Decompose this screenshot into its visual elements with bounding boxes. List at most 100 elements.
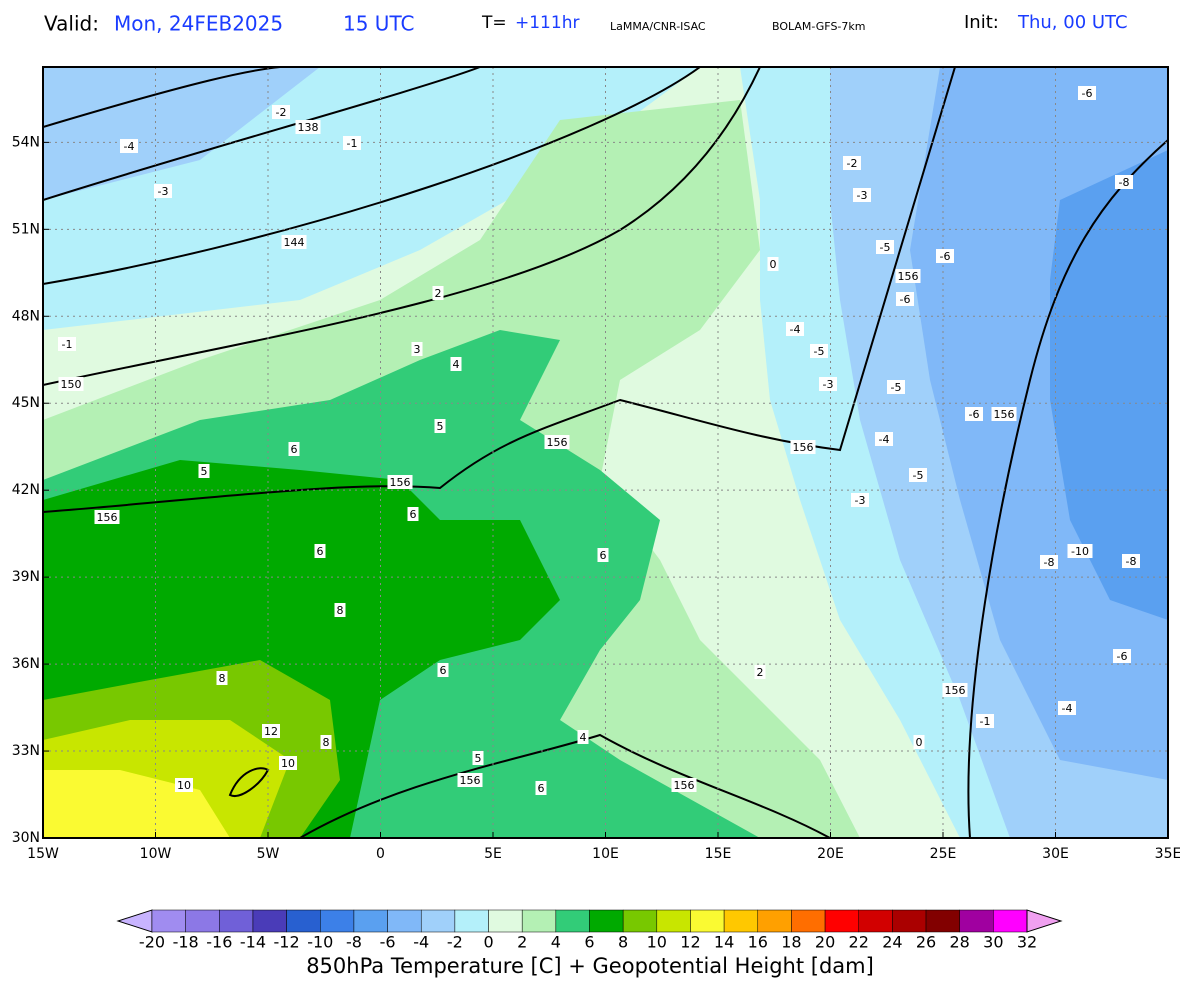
colorbar-tick-label: -4 <box>413 933 429 952</box>
height-label: 150 <box>61 378 82 391</box>
label-box <box>754 665 766 679</box>
colorbar-box <box>824 909 859 933</box>
field <box>1050 150 1168 620</box>
temperature-label: 10 <box>177 779 191 792</box>
temperature-label: 2 <box>757 666 764 679</box>
colorbar-box <box>185 909 220 933</box>
temperature-label: -1 <box>62 338 73 351</box>
colorbar-box <box>488 909 523 933</box>
label-box <box>281 235 307 249</box>
label-box <box>216 671 228 685</box>
y-tick-label: 51N <box>12 221 40 237</box>
label-box <box>909 468 927 482</box>
x-tick-label: 10W <box>140 846 172 862</box>
colorbar-tick-label: 0 <box>483 933 493 952</box>
colorbar-tick-label: -2 <box>447 933 463 952</box>
temperature-label: -8 <box>1119 176 1130 189</box>
valid-date: Mon, 24FEB2025 <box>114 12 283 36</box>
label-box <box>819 377 837 391</box>
label-box <box>58 377 84 391</box>
label-box <box>942 683 968 697</box>
label-box <box>1067 544 1093 558</box>
colorbar-box <box>151 909 186 933</box>
label-box <box>457 773 483 787</box>
label-box <box>411 342 423 356</box>
colorbar-box <box>622 909 658 933</box>
colorbar-tick-label: 32 <box>1017 933 1037 952</box>
contour-labels: 138 144 150 156 156 156 156 156 156 156 156 156 -4 -3… <box>58 86 1140 795</box>
header: Valid: Mon, 24FEB2025 15 UTC T= +111hr L… <box>44 12 1128 36</box>
label-box <box>272 105 290 119</box>
temperature-label: 4 <box>580 731 587 744</box>
height-label: 156 <box>547 436 568 449</box>
height-label: 156 <box>390 476 411 489</box>
x-tick-label: 5E <box>484 846 502 862</box>
height-contour <box>967 139 1168 838</box>
label-box <box>887 380 905 394</box>
x-tick-label: 35E <box>1155 846 1180 862</box>
x-tick-label: 20E <box>817 846 844 862</box>
temperature-label: -1 <box>347 137 358 150</box>
temperature-label: 5 <box>437 420 444 433</box>
t-label: T= <box>481 13 507 33</box>
label-box <box>786 322 804 336</box>
label-box <box>472 751 484 765</box>
colorbar-tick-label: -14 <box>240 933 266 952</box>
colorbar-tick-label: 18 <box>781 933 801 952</box>
colorbar-box <box>959 909 994 933</box>
x-tick-label: 0 <box>376 846 385 862</box>
colorbar-box <box>892 909 927 933</box>
temperature-label: -3 <box>823 378 834 391</box>
label-box <box>434 419 446 433</box>
label-box <box>295 120 321 134</box>
label-box <box>288 442 300 456</box>
height-label: 138 <box>298 121 319 134</box>
temperature-label: -6 <box>1082 87 1093 100</box>
label-box <box>320 735 332 749</box>
label-box <box>314 544 326 558</box>
label-box <box>790 440 816 454</box>
temperature-label: 3 <box>414 343 421 356</box>
colorbar-box <box>589 909 624 933</box>
height-label: 144 <box>284 236 305 249</box>
label-box <box>1113 649 1131 663</box>
label-box <box>597 548 609 562</box>
height-label: 156 <box>994 408 1015 421</box>
label-box <box>343 136 361 150</box>
field <box>43 67 320 200</box>
colorbar: -20 -18 -16 -14 -12 -10 -8 -6 -4 -2 0 2 4 6 8 10 12 14 16 1… <box>116 909 1063 952</box>
label-box <box>1058 701 1076 715</box>
temperature-label: -6 <box>900 293 911 306</box>
label-box <box>913 735 925 749</box>
height-contour <box>43 67 761 386</box>
colorbar-tick-label: 26 <box>916 933 936 952</box>
height-contour <box>43 67 956 513</box>
label-box <box>1115 175 1133 189</box>
temperature-label: -5 <box>913 469 924 482</box>
label-box <box>120 139 138 153</box>
temperature-label: -5 <box>891 381 902 394</box>
x-tick-label: 30E <box>1042 846 1069 862</box>
colorbar-tick-label: 24 <box>882 933 902 952</box>
height-label: 156 <box>460 774 481 787</box>
temperature-label: 6 <box>440 664 447 677</box>
label-box <box>876 240 894 254</box>
label-box <box>262 724 280 738</box>
temperature-label: 5 <box>475 752 482 765</box>
colorbar-box <box>252 909 287 933</box>
colorbar-tick-label: -16 <box>206 933 232 952</box>
temperature-label: -8 <box>1126 555 1137 568</box>
temperature-label: -4 <box>1062 702 1073 715</box>
colorbar-box <box>993 909 1028 933</box>
valid-time: 15 UTC <box>343 12 414 36</box>
temperature-label: -4 <box>790 323 801 336</box>
label-box <box>154 184 172 198</box>
label-box <box>843 156 861 170</box>
label-box <box>896 292 914 306</box>
colorbar-tick-label: 30 <box>983 933 1003 952</box>
colorbar-box <box>320 909 355 933</box>
height-label: 156 <box>898 270 919 283</box>
colorbar-tick-label: 16 <box>748 933 768 952</box>
label-box <box>767 257 779 271</box>
colorbar-box <box>858 909 893 933</box>
